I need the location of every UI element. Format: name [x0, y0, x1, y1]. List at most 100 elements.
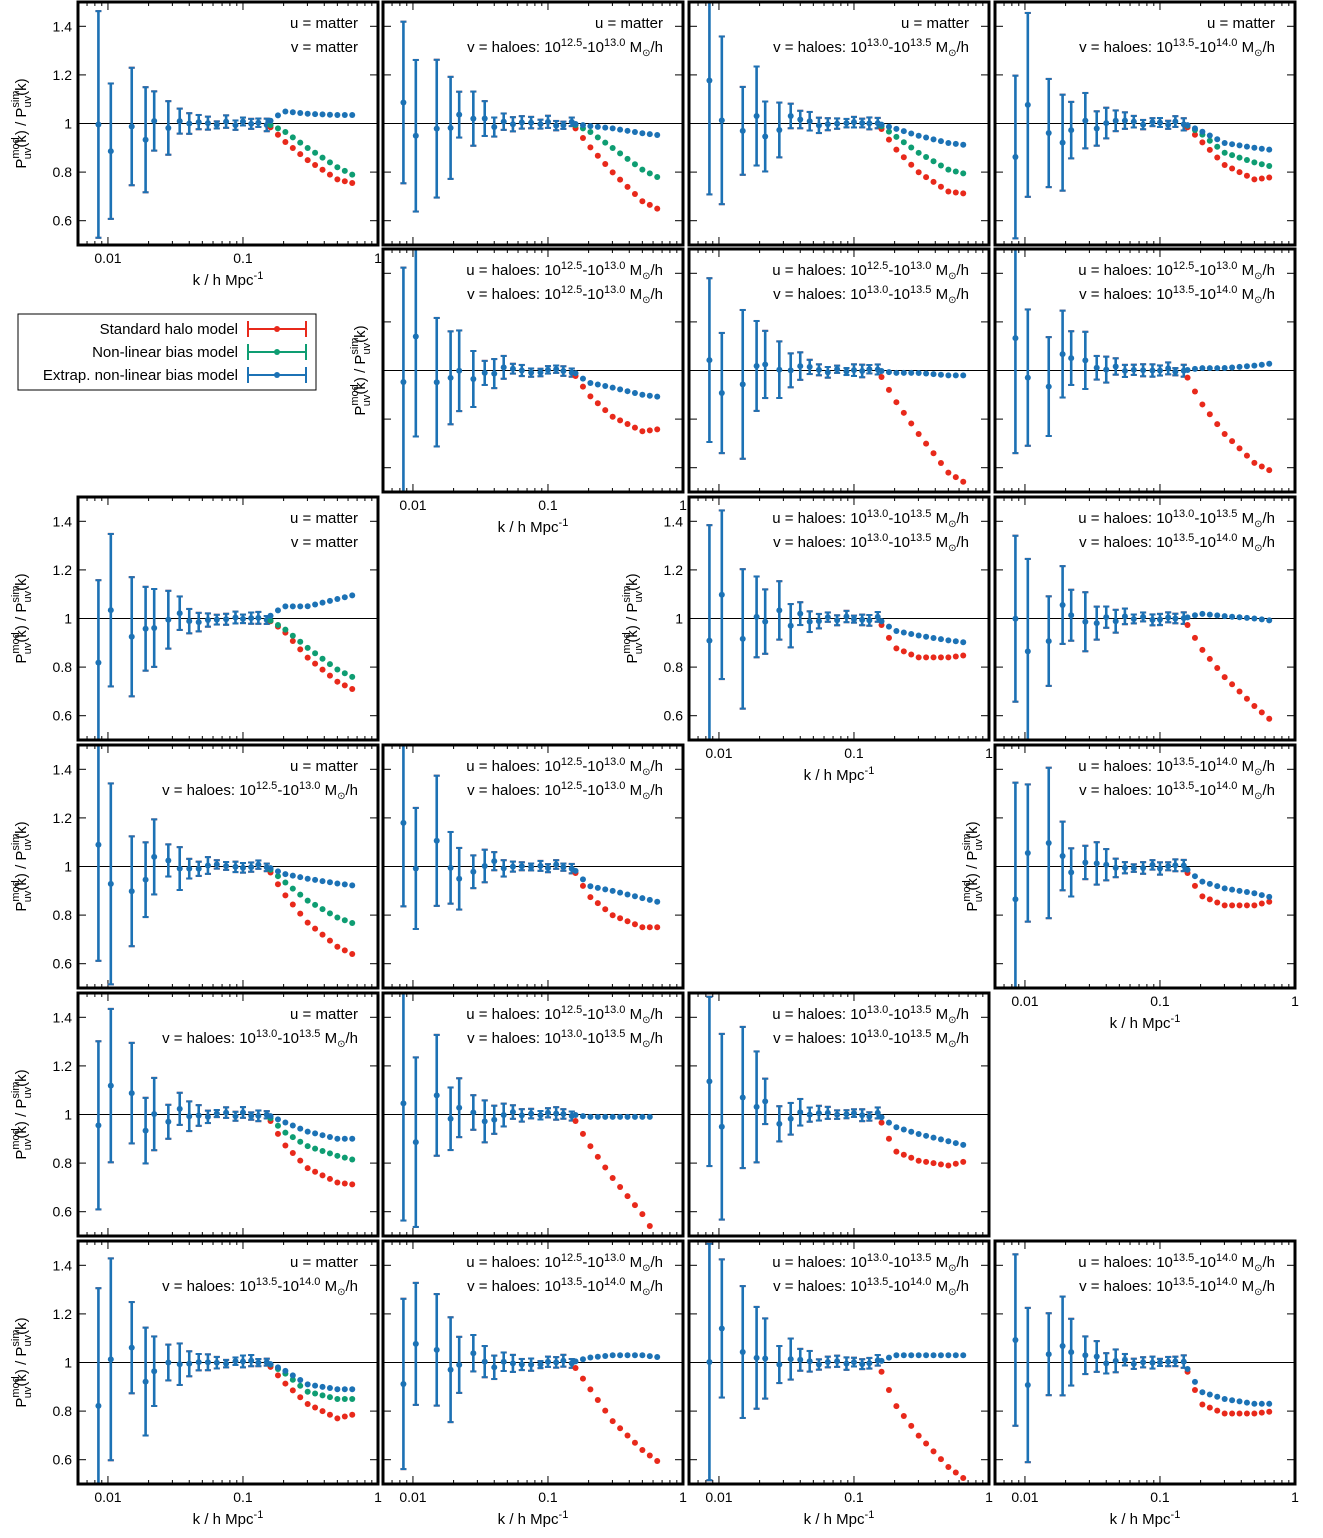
data-point-extrap [312, 1382, 319, 1389]
data-point-nonlinear [289, 632, 296, 639]
data-point-extrap [1184, 866, 1191, 873]
data-point-nonlinear [297, 638, 304, 645]
data-point-extrap [1229, 613, 1236, 620]
data-point-extrap [1112, 117, 1119, 124]
data-point-standard [1243, 452, 1250, 459]
data-point-standard [326, 1411, 333, 1418]
data-point-nonlinear [654, 173, 661, 180]
data-point-extrap [834, 617, 841, 624]
data-point-nonlinear [334, 914, 341, 921]
data-point-standard [1199, 139, 1206, 146]
data-point-standard [960, 1474, 967, 1481]
data-point-standard [654, 924, 661, 931]
data-point-extrap [1068, 869, 1075, 876]
data-point-extrap [151, 117, 158, 124]
y-tick-label: 0.8 [53, 659, 73, 675]
panel-annotation: v = haloes: 1012.5-1013.0 M⊙/h [467, 37, 663, 59]
data-point-standard [1258, 1409, 1265, 1416]
data-point-nonlinear [304, 1143, 311, 1150]
data-point-extrap [204, 1113, 211, 1120]
data-point-extrap [186, 865, 193, 872]
data-point-nonlinear [282, 129, 289, 136]
x-axis-label: k / h Mpc-1 [1110, 1509, 1181, 1528]
x-tick-label: 0.01 [94, 250, 121, 266]
data-point-extrap [850, 1359, 857, 1366]
data-point-extrap [937, 138, 944, 145]
data-point-standard [885, 634, 892, 641]
data-point-standard [1206, 896, 1213, 903]
data-point-extrap [1140, 613, 1147, 620]
data-point-standard [1199, 401, 1206, 408]
legend-label: Non-linear bias model [92, 344, 238, 361]
data-point-standard [960, 652, 967, 659]
y-tick-label: 1 [64, 116, 72, 132]
data-point-standard [1221, 1410, 1228, 1417]
data-point-extrap [560, 122, 567, 129]
data-point-standard [587, 1386, 594, 1393]
data-point-extrap [1236, 1398, 1243, 1405]
data-point-extrap [646, 392, 653, 399]
data-point-extrap [843, 368, 850, 375]
data-point-extrap [248, 615, 255, 622]
data-point-extrap [930, 634, 937, 641]
data-point-extrap [1093, 364, 1100, 371]
data-point-extrap [95, 1402, 102, 1409]
data-point-extrap [654, 898, 661, 905]
data-point-extrap [304, 875, 311, 882]
data-point-extrap [528, 369, 535, 376]
data-point-nonlinear [312, 1145, 319, 1152]
data-point-extrap [609, 1113, 616, 1120]
data-point-standard [639, 1446, 646, 1453]
data-point-extrap [1012, 615, 1019, 622]
data-point-extrap [1258, 892, 1265, 899]
data-point-standard [624, 183, 631, 190]
data-point-extrap [518, 367, 525, 374]
data-point-extrap [518, 863, 525, 870]
data-point-extrap [1103, 614, 1110, 621]
data-point-standard [1191, 882, 1198, 889]
data-point-standard [945, 1464, 952, 1471]
data-point-standard [631, 1202, 638, 1209]
data-point-extrap [1266, 146, 1273, 153]
data-point-extrap [1103, 120, 1110, 127]
data-point-standard [587, 144, 594, 151]
data-point-standard [319, 931, 326, 938]
data-point-extrap [319, 1132, 326, 1139]
data-point-extrap [646, 131, 653, 138]
data-point-standard [923, 174, 930, 181]
data-point-extrap [1112, 618, 1119, 625]
data-point-extrap [1243, 1399, 1250, 1406]
data-point-nonlinear [1229, 152, 1236, 159]
data-point-standard [341, 947, 348, 954]
data-point-extrap [945, 637, 952, 644]
data-point-extrap [945, 139, 952, 146]
data-point-extrap [1140, 1359, 1147, 1366]
data-point-standard [617, 1184, 624, 1191]
data-point-extrap [579, 122, 586, 129]
data-point-extrap [1165, 365, 1172, 372]
data-point-extrap [553, 861, 560, 868]
y-tick-label: 1.4 [53, 1257, 73, 1273]
data-point-standard [893, 1403, 900, 1410]
data-point-extrap [447, 864, 454, 871]
data-point-extrap [915, 132, 922, 139]
data-point-extrap [544, 1358, 551, 1365]
y-tick-label: 1 [64, 1355, 72, 1371]
data-point-extrap [602, 383, 609, 390]
data-point-extrap [646, 1113, 653, 1120]
data-point-extrap [885, 369, 892, 376]
data-point-standard [631, 424, 638, 431]
data-point-nonlinear [594, 134, 601, 141]
legend-label: Standard halo model [100, 321, 238, 338]
data-point-standard [1229, 1410, 1236, 1417]
data-point-standard [646, 427, 653, 434]
x-tick-label: 0.01 [705, 745, 732, 761]
data-point-extrap [639, 1113, 646, 1120]
data-point-extrap [893, 125, 900, 132]
data-point-extrap [1206, 611, 1213, 618]
data-point-nonlinear [631, 161, 638, 168]
data-point-extrap [470, 868, 477, 875]
data-point-extrap [1068, 127, 1075, 134]
data-point-extrap [1012, 896, 1019, 903]
